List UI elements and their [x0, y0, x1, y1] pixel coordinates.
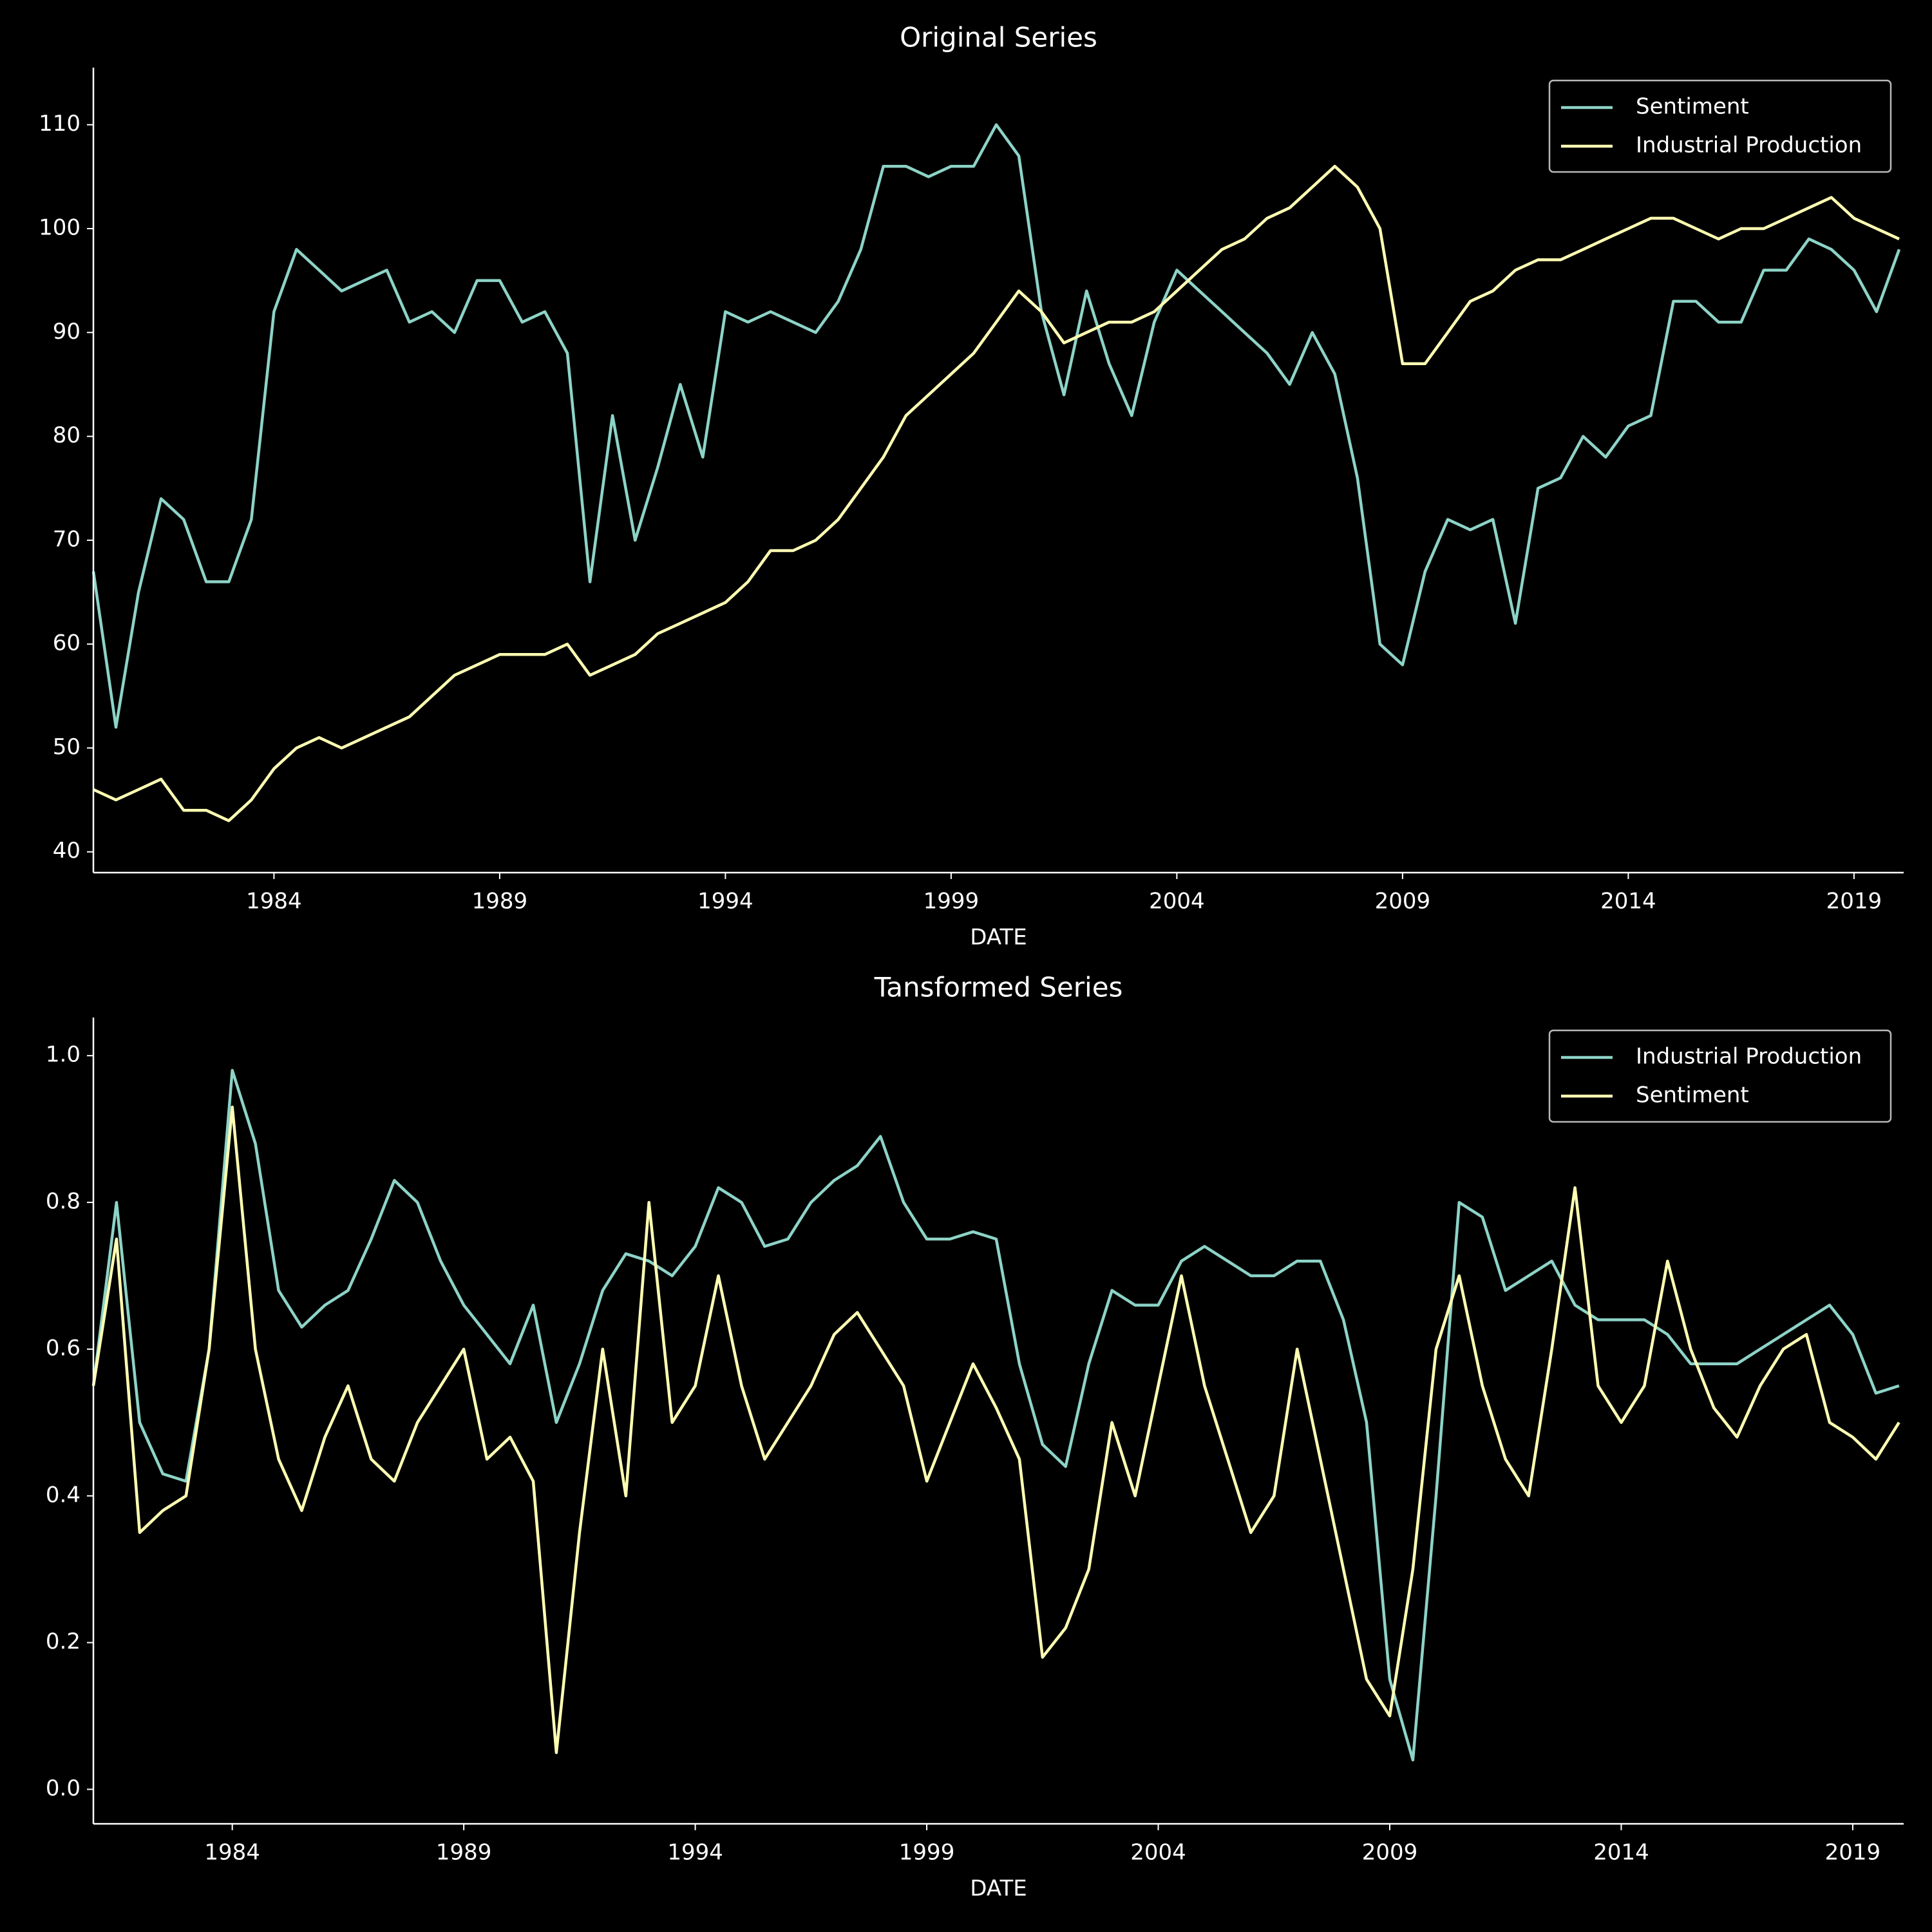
x-tick-label: 1989: [436, 1840, 492, 1866]
y-tick-label: 80: [53, 422, 80, 448]
legend-label: Sentiment: [1636, 1083, 1749, 1108]
series-line: [91, 1068, 1900, 1762]
legend-box: [1548, 1029, 1892, 1123]
x-tick-label: 2014: [1593, 1840, 1649, 1866]
x-axis-label: DATE: [970, 1876, 1027, 1902]
x-tick-label: 2004: [1149, 889, 1205, 914]
y-tick-label: 0.0: [46, 1776, 80, 1801]
legend-label: Sentiment: [1636, 94, 1749, 120]
y-tick-label: 110: [39, 111, 80, 137]
y-tick-label: 60: [53, 630, 80, 656]
y-tick-label: 0.4: [46, 1482, 80, 1508]
y-tick-label: 70: [53, 526, 80, 552]
y-tick-label: 100: [39, 215, 80, 241]
legend-box: [1548, 79, 1892, 173]
y-tick-label: 90: [53, 319, 80, 345]
y-tick-label: 40: [53, 838, 80, 864]
chart-title: Original Series: [900, 22, 1097, 53]
x-tick-label: 2009: [1362, 1840, 1418, 1866]
x-tick-label: 2009: [1375, 889, 1431, 914]
legend-label: Industrial Production: [1636, 1044, 1862, 1070]
series-line: [91, 123, 1901, 729]
x-tick-label: 1999: [899, 1840, 955, 1866]
x-tick-label: 1989: [472, 889, 528, 914]
y-tick-label: 1.0: [46, 1042, 80, 1068]
x-tick-label: 2014: [1600, 889, 1656, 914]
x-tick-label: 1984: [204, 1840, 260, 1866]
legend-label: Industrial Production: [1636, 133, 1862, 158]
chart-title: Tansformed Series: [874, 972, 1123, 1003]
x-tick-label: 2004: [1130, 1840, 1186, 1866]
x-tick-label: 2019: [1826, 889, 1882, 914]
y-tick-label: 0.2: [46, 1629, 80, 1654]
x-tick-label: 1984: [246, 889, 302, 914]
y-tick-label: 50: [53, 734, 80, 760]
y-tick-label: 0.6: [46, 1335, 80, 1361]
x-tick-label: 1994: [667, 1840, 723, 1866]
x-axis-label: DATE: [970, 925, 1027, 951]
x-tick-label: 1999: [923, 889, 980, 914]
x-tick-label: 1994: [697, 889, 753, 914]
y-tick-label: 0.8: [46, 1189, 80, 1215]
series-line: [93, 164, 1900, 822]
series-line: [91, 1105, 1900, 1754]
x-tick-label: 2019: [1825, 1840, 1881, 1866]
